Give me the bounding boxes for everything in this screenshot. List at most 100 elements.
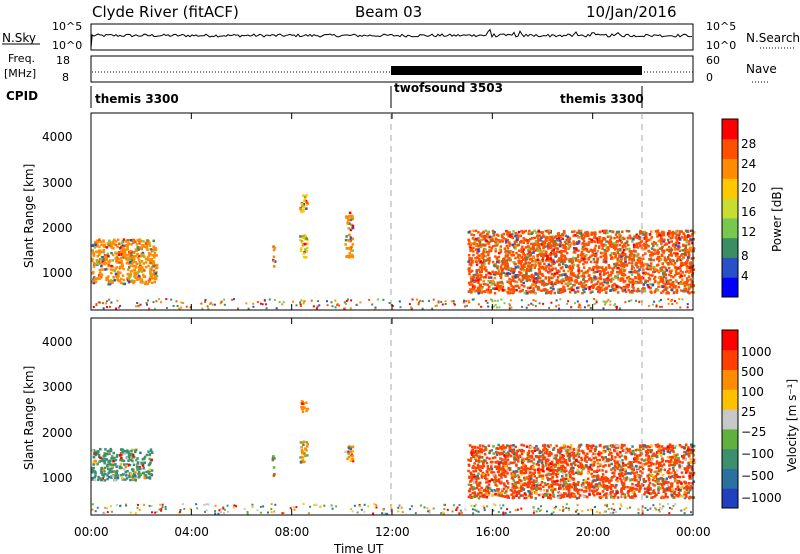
heatmap-cell <box>681 271 684 274</box>
heatmap-cell <box>664 460 668 463</box>
heatmap-cell <box>595 282 599 286</box>
heatmap-cell <box>673 246 677 249</box>
heatmap-cell <box>645 267 648 270</box>
heatmap-cell <box>585 460 588 463</box>
heatmap-cell <box>660 291 663 294</box>
heatmap-cell <box>618 285 621 289</box>
heatmap-cell <box>114 479 117 482</box>
ground-scatter <box>587 304 590 307</box>
heatmap-cell <box>690 291 693 294</box>
heatmap-cell <box>469 262 472 265</box>
heatmap-cell <box>600 286 603 289</box>
heatmap-cell <box>542 267 546 271</box>
heatmap-cell <box>623 263 627 267</box>
power-ylabel: Slant Range [km] <box>22 164 36 268</box>
heatmap-cell <box>685 264 689 268</box>
heatmap-cell <box>650 291 653 294</box>
heatmap-cell <box>524 262 528 265</box>
heatmap-cell <box>502 444 505 447</box>
heatmap-cell <box>668 451 672 454</box>
heatmap-cell <box>154 272 157 275</box>
heatmap-cell <box>470 453 474 456</box>
heatmap-cell <box>107 471 110 475</box>
heatmap-cell <box>559 241 562 244</box>
heatmap-cell <box>473 491 477 494</box>
heatmap-cell <box>496 281 500 284</box>
heatmap-cell <box>520 271 523 275</box>
heatmap-cell <box>523 483 527 487</box>
heatmap-cell <box>644 487 647 491</box>
heatmap-cell <box>143 461 146 465</box>
heatmap-cell <box>526 469 530 472</box>
heatmap-cell <box>673 291 676 294</box>
heatmap-cell <box>302 405 305 409</box>
heatmap-cell <box>482 290 485 293</box>
heatmap-cell <box>137 265 141 269</box>
heatmap-cell <box>482 259 486 262</box>
heatmap-cell <box>676 485 680 489</box>
heatmap-cell <box>139 467 142 471</box>
heatmap-cell <box>113 470 116 473</box>
heatmap-cell <box>620 241 623 244</box>
heatmap-cell <box>520 264 523 267</box>
ground-scatter <box>204 300 207 303</box>
heatmap-cell <box>539 460 542 463</box>
heatmap-cell <box>522 252 525 256</box>
heatmap-cell <box>549 246 552 250</box>
heatmap-cell <box>139 247 142 251</box>
heatmap-cell <box>579 229 583 233</box>
heatmap-cell <box>301 459 304 462</box>
heatmap-cell <box>136 246 139 249</box>
heatmap-cell <box>486 465 490 468</box>
heatmap-cell <box>670 254 673 257</box>
heatmap-cell <box>112 463 116 467</box>
heatmap-cell <box>551 238 555 242</box>
heatmap-cell <box>685 277 689 280</box>
heatmap-cell <box>483 237 486 240</box>
heatmap-cell <box>351 445 355 449</box>
heatmap-cell <box>590 454 594 458</box>
ground-scatter <box>686 303 689 306</box>
heatmap-cell <box>100 243 103 246</box>
heatmap-cell <box>647 264 651 268</box>
ground-scatter <box>109 305 111 308</box>
heatmap-cell <box>300 400 304 403</box>
heatmap-cell <box>603 278 606 281</box>
heatmap-cell <box>520 283 523 287</box>
heatmap-cell <box>661 262 664 266</box>
ground-scatter <box>152 301 155 304</box>
heatmap-cell <box>108 468 111 471</box>
heatmap-cell <box>657 251 660 254</box>
heatmap-cell <box>662 488 666 491</box>
heatmap-cell <box>562 246 565 249</box>
heatmap-cell <box>558 263 561 267</box>
heatmap-cell <box>109 449 112 453</box>
heatmap-cell <box>639 232 642 235</box>
heatmap-cell <box>570 462 573 466</box>
heatmap-cell <box>126 239 129 242</box>
heatmap-cell <box>648 233 652 236</box>
heatmap-cell <box>604 272 607 275</box>
heatmap-cell <box>623 288 627 292</box>
heatmap-cell <box>129 452 132 456</box>
heatmap-cell <box>305 207 308 210</box>
heatmap-cell <box>479 260 483 264</box>
heatmap-cell <box>475 459 478 463</box>
heatmap-cell <box>546 476 549 480</box>
heatmap-cell <box>111 246 114 250</box>
heatmap-cell <box>671 234 674 238</box>
heatmap-cell <box>669 232 673 235</box>
heatmap-cell <box>603 487 606 491</box>
heatmap-cell <box>600 251 603 255</box>
heatmap-cell <box>577 481 580 484</box>
heatmap-cell <box>648 445 651 449</box>
heatmap-cell <box>677 285 681 289</box>
heatmap-cell <box>113 243 116 246</box>
heatmap-cell <box>551 285 555 288</box>
heatmap-cell <box>602 260 606 264</box>
heatmap-cell <box>632 286 635 290</box>
heatmap-cell <box>481 238 484 242</box>
heatmap-cell <box>627 448 630 452</box>
heatmap-cell <box>123 250 127 254</box>
heatmap-cell <box>520 240 524 243</box>
